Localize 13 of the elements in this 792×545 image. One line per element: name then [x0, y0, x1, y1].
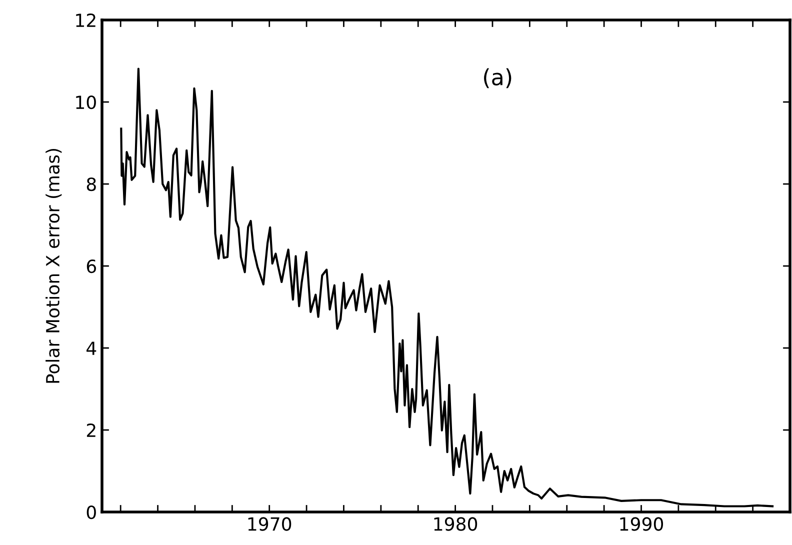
y-tick-label: 4	[86, 342, 96, 355]
x-tick-label: 1990	[620, 517, 664, 531]
line-series	[120, 68, 774, 508]
x-tick-label: 1970	[248, 517, 292, 531]
y-tick-label: 10	[76, 95, 96, 110]
y-tick-label: 2	[86, 423, 96, 437]
y-tick-label: 6	[86, 259, 96, 274]
x-tick-label: 1980	[434, 517, 478, 531]
annotation: (a)	[484, 68, 512, 88]
y-tick-label: 12	[76, 13, 96, 27]
y-axis-title: Polar Motion X error (mas)	[46, 148, 62, 383]
y-tick-label: 8	[86, 177, 96, 192]
y-tick-label: 0	[86, 505, 96, 520]
